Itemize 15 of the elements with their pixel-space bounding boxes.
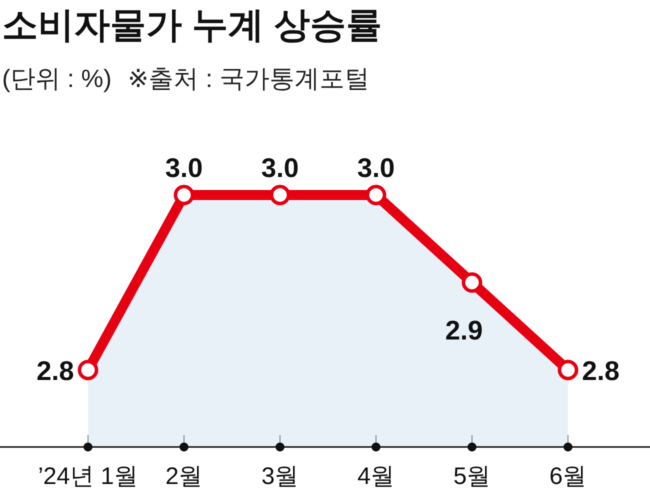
value-label: 3.0	[165, 153, 203, 183]
value-label: 2.8	[582, 356, 620, 386]
x-tick-label: 5월	[453, 463, 491, 490]
x-tick-label: 4월	[357, 463, 395, 490]
value-label: 3.0	[261, 153, 299, 183]
value-label: 2.9	[445, 316, 483, 346]
value-label: 3.0	[357, 153, 395, 183]
x-tick-label: 6월	[549, 463, 587, 490]
subtitle: (단위 : %)	[2, 65, 112, 93]
x-tick-label: ’24년 1월	[38, 463, 138, 490]
value-label: 2.8	[36, 356, 74, 386]
x-tick-label: 2월	[165, 463, 203, 490]
title: 소비자물가 누계 상승률	[2, 4, 382, 45]
annotation: ※출처 : 국가통계포털	[128, 65, 370, 93]
x-tick-label: 3월	[261, 463, 299, 490]
